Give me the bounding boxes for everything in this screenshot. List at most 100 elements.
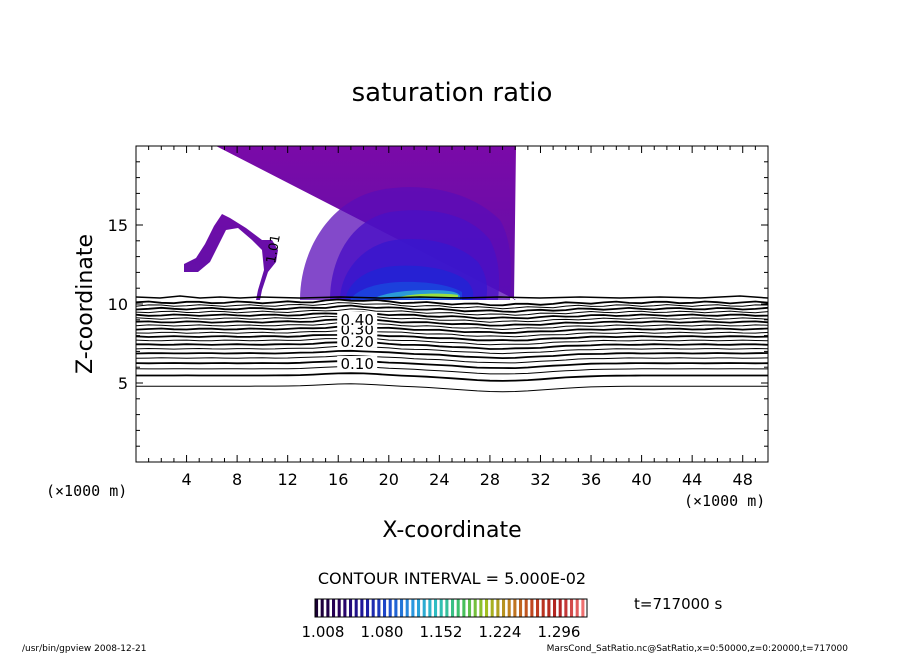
- colorbar-gap: [340, 599, 344, 617]
- colorbar-strip: [570, 599, 574, 617]
- plot-area: 0.100.200.300.401.01 4 8 12 16 20 24 28 32 36 40 4…: [108, 145, 769, 489]
- colorbar-gap: [414, 599, 417, 617]
- contour-label: 0.10: [340, 355, 373, 373]
- colorbar-gap: [380, 599, 383, 617]
- colorbar-gap: [482, 599, 485, 617]
- contour-line: [136, 337, 768, 346]
- contour-label: 0.40: [340, 311, 373, 329]
- contour-line: [136, 383, 768, 393]
- colorbar-strip: [366, 599, 370, 617]
- colorbar-strip: [468, 599, 472, 617]
- colorbar-strips: [315, 599, 587, 617]
- colorbar-gap: [391, 599, 395, 617]
- colorbar-gap: [323, 599, 327, 617]
- x-axis-label: X-coordinate: [382, 518, 521, 543]
- contour-line: [136, 325, 768, 334]
- colorbar-strip: [581, 599, 585, 617]
- saturation-cloud-region: [184, 146, 516, 300]
- colorbar-strip: [326, 599, 330, 617]
- colorbar-gap: [442, 599, 446, 617]
- colorbar-gap: [550, 599, 553, 617]
- contour-line: [136, 372, 768, 382]
- colorbar-gap: [335, 599, 338, 617]
- colorbar-strip: [462, 599, 466, 617]
- contour-line: [136, 354, 768, 364]
- footer-right: MarsCond_SatRatio.nc@SatRatio,x=0:50000,…: [547, 644, 849, 654]
- chart-title: saturation ratio: [352, 78, 553, 108]
- colorbar-strip: [320, 599, 324, 617]
- contour-line: [136, 322, 768, 331]
- colorbar-gap: [533, 599, 536, 617]
- contour-line: [136, 341, 768, 350]
- contour-lines: [136, 298, 768, 393]
- colorbar-strip: [343, 599, 347, 617]
- colorbar-strip: [411, 599, 415, 617]
- colorbar-strip: [388, 599, 392, 617]
- colorbar-strip: [439, 599, 443, 617]
- colorbar-strip: [445, 599, 449, 617]
- colorbar-gap: [403, 599, 406, 617]
- cloud-level-7: [400, 293, 458, 297]
- colorbar-gap: [459, 599, 463, 617]
- colorbar-gap: [567, 599, 570, 617]
- x-tick-label: 44: [682, 470, 702, 489]
- colorbar-gap: [556, 599, 559, 617]
- colorbar-gap: [522, 599, 525, 617]
- colorbar-gap: [374, 599, 378, 617]
- y-tick-label: 5: [118, 374, 128, 393]
- colorbar-gap: [516, 599, 519, 617]
- colorbar-gap: [369, 599, 372, 617]
- colorbar-tick-labels: 1.008 1.080 1.152 1.224 1.296: [302, 623, 581, 641]
- colorbar-gap: [539, 599, 542, 617]
- x-unit-label: (×1000 m): [684, 492, 765, 510]
- colorbar-strip: [315, 599, 319, 617]
- contour-line: [136, 345, 768, 355]
- colorbar-gap: [346, 599, 349, 617]
- contour-label: 1.01: [264, 233, 284, 264]
- colorbar-gap: [465, 599, 468, 617]
- colorbar-frame: [314, 598, 588, 618]
- colorbar-strip: [541, 599, 545, 617]
- time-label: t=717000 s: [634, 595, 722, 613]
- colorbar-gap: [408, 599, 412, 617]
- contour-line: [136, 315, 768, 323]
- contour-line: [136, 318, 768, 327]
- colorbar-strip: [553, 599, 557, 617]
- colorbar-strip: [524, 599, 528, 617]
- colorbar-strip: [377, 599, 381, 617]
- y-axis-label: Z-coordinate: [73, 234, 98, 374]
- colorbar-strip: [332, 599, 336, 617]
- colorbar-strip: [485, 599, 489, 617]
- contour-line: [136, 298, 768, 307]
- colorbar-tick-label: 1.152: [420, 623, 463, 641]
- colorbar-strip: [400, 599, 404, 617]
- colorbar-gap: [488, 599, 491, 617]
- colorbar-strip: [507, 599, 511, 617]
- colorbar-gap: [476, 599, 480, 617]
- colorbar-gap: [425, 599, 429, 617]
- x-axis-ticks: 4 8 12 16 20 24 28 32 36 40 44 48: [148, 146, 756, 489]
- colorbar-strip: [354, 599, 358, 617]
- x-tick-label: 32: [530, 470, 550, 489]
- y-tick-label: 10: [108, 295, 128, 314]
- footer-left: /usr/bin/gpview 2008-12-21: [22, 644, 146, 654]
- contour-line: [136, 304, 768, 313]
- colorbar-strip: [394, 599, 398, 617]
- x-tick-label: 12: [278, 470, 298, 489]
- colorbar-strip: [383, 599, 387, 617]
- colorbar-gap: [420, 599, 423, 617]
- colorbar-gap: [578, 599, 582, 617]
- contour-line: [136, 302, 768, 310]
- colorbar-gap: [329, 599, 332, 617]
- x-tick-label: 48: [733, 470, 753, 489]
- x-tick-label: 16: [328, 470, 348, 489]
- colorbar-strip: [496, 599, 500, 617]
- colorbar-gap: [573, 599, 576, 617]
- contour-label-bg: [337, 311, 378, 326]
- colorbar-strip: [530, 599, 534, 617]
- colorbar-strip: [473, 599, 477, 617]
- colorbar-gap: [527, 599, 531, 617]
- colorbar-gap: [561, 599, 565, 617]
- colorbar-strip: [558, 599, 562, 617]
